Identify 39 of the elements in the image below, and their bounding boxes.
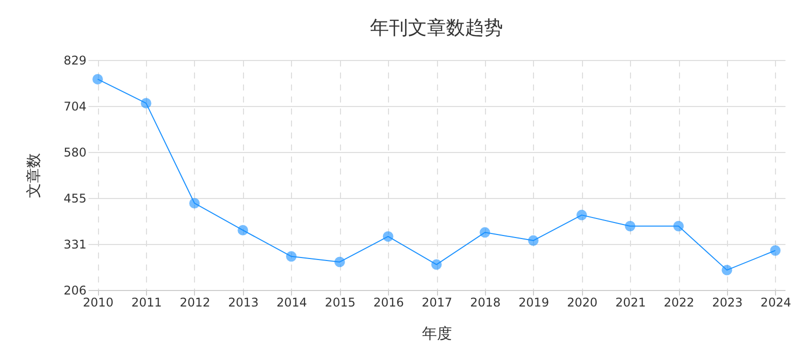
x-tick-label: 2014: [276, 296, 308, 310]
point: [382, 231, 394, 242]
y-tick-label: 704: [64, 100, 86, 114]
x-tick-label: 2018: [470, 296, 501, 310]
point: [92, 74, 103, 84]
x-tick-label: 2015: [324, 296, 356, 310]
x-tick-label: 2017: [422, 296, 452, 310]
y-tick-label: 580: [64, 145, 86, 160]
point: [140, 98, 152, 108]
y-tick-label: 331: [64, 237, 86, 252]
point: [576, 210, 587, 220]
x-tick-label: 2019: [518, 296, 550, 310]
x-tick-label: 2011: [131, 296, 162, 310]
x-tick-label: 2022: [664, 296, 694, 310]
x-tick-label: 2021: [615, 296, 646, 310]
point: [722, 264, 732, 276]
x-tick-label: 2016: [373, 296, 404, 310]
point: [528, 235, 539, 246]
x-tick-label: 2010: [82, 296, 114, 310]
point: [480, 227, 490, 238]
point: [624, 220, 636, 232]
y-tick-label: 455: [64, 192, 86, 206]
x-tick-label: 2024: [760, 296, 792, 310]
point: [770, 245, 781, 256]
point: [673, 220, 684, 232]
x-tick-label: 2020: [566, 296, 598, 310]
y-axis-title: 文章数: [24, 153, 43, 198]
x-tick-label: 2023: [712, 296, 743, 310]
x-tick-label: 2012: [180, 296, 210, 310]
x-tick-label: 2013: [228, 296, 259, 310]
point: [189, 198, 200, 208]
point: [238, 224, 248, 236]
point: [286, 251, 297, 262]
point: [334, 256, 345, 268]
chart-title: 年刊文章数趋势: [370, 17, 503, 39]
point: [431, 259, 442, 270]
y-tick-label: 206: [64, 284, 86, 298]
y-tick-label: 829: [64, 54, 86, 68]
x-axis-title: 年度: [422, 324, 452, 342]
